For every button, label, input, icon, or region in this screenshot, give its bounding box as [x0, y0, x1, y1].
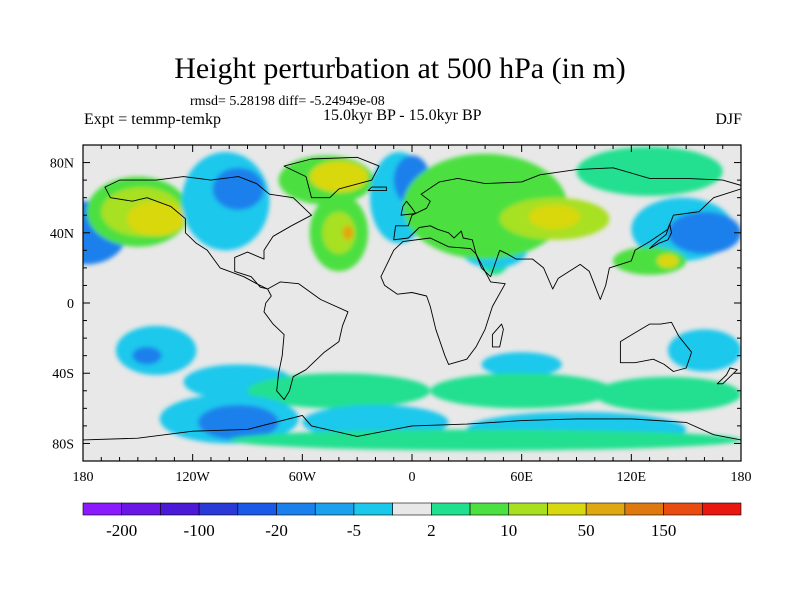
y-tick-label: 40N: [50, 227, 74, 242]
colorbar-swatch: [701, 502, 742, 516]
colorbar-swatch: [82, 502, 123, 516]
colorbar-swatch: [198, 502, 239, 516]
colorbar-swatch: [314, 502, 355, 516]
colorbar-swatch: [160, 502, 200, 516]
x-tick-label: 0: [409, 470, 416, 485]
anomaly-32: [198, 404, 279, 440]
coast-iceland: [367, 186, 387, 192]
anomaly-3: [126, 201, 186, 237]
coast-south-america: [263, 281, 349, 401]
anomaly-18: [576, 146, 723, 196]
colorbar-swatch: [624, 502, 664, 516]
x-tick-label: 120W: [176, 470, 211, 485]
x-tick-label: 180: [731, 470, 752, 485]
anomaly-23: [667, 329, 741, 372]
y-tick-label: 80S: [52, 437, 74, 452]
colorbar-swatch: [508, 502, 548, 516]
anomaly-9: [322, 211, 356, 254]
colorbar-swatch: [547, 502, 587, 516]
colorbar-label: 50: [578, 521, 595, 540]
colorbar-swatch: [663, 502, 703, 516]
colorbar-swatch: [431, 502, 471, 516]
anomaly-29: [430, 373, 614, 409]
coast-north-america: [104, 176, 312, 290]
colorbar-swatch: [585, 502, 626, 516]
coast-japan: [649, 223, 672, 250]
anomaly-25: [132, 346, 162, 365]
colorbar-swatch: [353, 502, 393, 516]
colorbar-label: -5: [347, 521, 361, 540]
coast-new-zealand: [716, 367, 738, 385]
coast-africa: [380, 237, 506, 365]
anomaly-28: [481, 352, 562, 377]
colorbar-label: 2: [427, 521, 436, 540]
anomaly-22: [656, 253, 679, 268]
anomaly-27: [247, 373, 431, 409]
anomaly-5: [212, 167, 264, 210]
coast-eurasia: [393, 167, 741, 300]
chart-title: Height perturbation at 500 hPa (in m): [174, 52, 626, 85]
coast-antarctica: [83, 414, 741, 441]
colorbar-swatch: [276, 502, 316, 516]
coast-greenland: [283, 156, 380, 199]
colorbar-label: -100: [184, 521, 215, 540]
colorbar-swatch: [121, 502, 161, 516]
anomaly-7: [309, 160, 369, 193]
anomaly-35: [229, 429, 741, 451]
colorbar-swatch: [237, 502, 277, 516]
coastlines: [83, 156, 741, 441]
colorbar-swatch: [392, 502, 432, 516]
coast-madagascar: [491, 323, 504, 348]
anomaly-17: [528, 204, 581, 230]
colorbar-label: -200: [106, 521, 137, 540]
colorbar-label: 150: [651, 521, 677, 540]
colorbar-swatch: [469, 502, 510, 516]
y-axis: 80N 40N 0 40S 80S: [50, 144, 741, 462]
colorbar: -200 -100 -20 -5 2 10 50 150: [82, 502, 742, 540]
stats-text: rmsd= 5.28198 diff= -5.24949e-08: [190, 94, 385, 109]
x-tick-label: 180: [73, 470, 94, 485]
season-label: DJF: [715, 111, 742, 128]
colorbar-label: 10: [500, 521, 517, 540]
y-tick-label: 40S: [52, 367, 74, 382]
coast-great-britain: [400, 200, 417, 216]
colorbar-label: -20: [265, 521, 288, 540]
anomaly-20: [667, 211, 741, 254]
anomaly-field: [83, 146, 741, 451]
anomaly-30: [594, 376, 741, 412]
x-axis: 180 120W 60W 0 60E 120E 180: [73, 145, 752, 485]
y-tick-label: 0: [67, 297, 74, 312]
coast-australia: [619, 321, 693, 372]
anomaly-21: [613, 246, 687, 275]
anomaly-10: [342, 225, 354, 240]
experiment-label: Expt = temmp-temkp: [84, 111, 221, 128]
x-tick-label: 120E: [617, 470, 647, 485]
period-label: 15.0kyr BP - 15.0kyr BP: [323, 107, 482, 124]
x-tick-label: 60W: [289, 470, 317, 485]
x-tick-label: 60E: [510, 470, 533, 485]
y-tick-label: 80N: [50, 157, 74, 172]
